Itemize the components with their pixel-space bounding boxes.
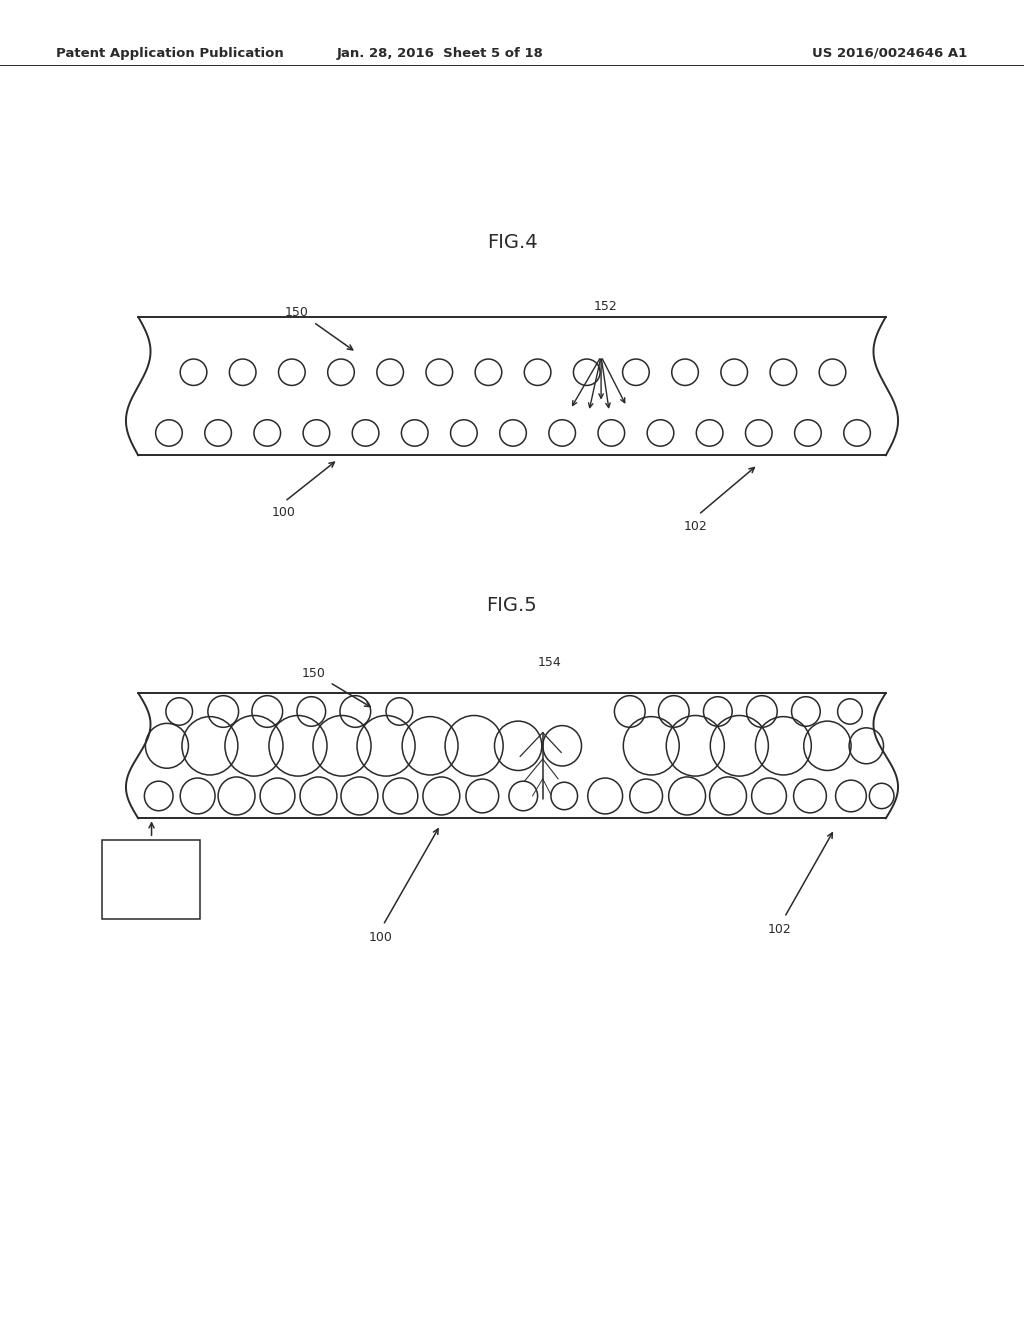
Text: 102: 102 — [768, 923, 792, 936]
Text: 150: 150 — [302, 667, 326, 680]
Text: 100: 100 — [369, 931, 392, 944]
Text: Jan. 28, 2016  Sheet 5 of 18: Jan. 28, 2016 Sheet 5 of 18 — [337, 48, 544, 59]
Text: 100: 100 — [271, 506, 295, 519]
Text: FIG.4: FIG.4 — [486, 234, 538, 252]
Text: 102: 102 — [684, 520, 708, 533]
Text: Patent Application Publication: Patent Application Publication — [56, 48, 284, 59]
Text: 150: 150 — [285, 306, 308, 319]
Text: US 2016/0024646 A1: US 2016/0024646 A1 — [812, 48, 968, 59]
Text: STREAM: STREAM — [127, 890, 175, 903]
Text: 152: 152 — [594, 300, 617, 313]
Bar — [102, 840, 200, 919]
Text: ION: ION — [140, 857, 162, 870]
Text: 154: 154 — [538, 656, 561, 669]
Text: FIG.5: FIG.5 — [486, 597, 538, 615]
